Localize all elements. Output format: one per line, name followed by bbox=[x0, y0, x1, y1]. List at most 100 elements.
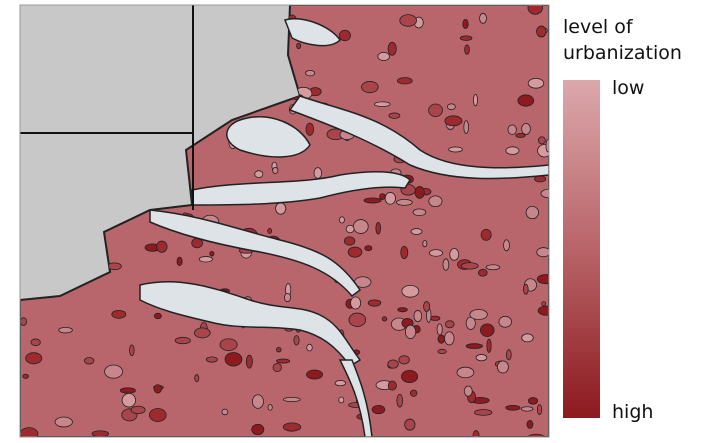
urban-patch bbox=[175, 337, 190, 343]
urban-patch bbox=[284, 293, 290, 301]
urban-patch bbox=[402, 285, 419, 297]
urban-patch bbox=[437, 324, 442, 335]
urban-patch bbox=[149, 409, 166, 422]
urban-patch bbox=[154, 385, 161, 393]
urban-patch bbox=[414, 310, 422, 321]
urban-patch bbox=[447, 104, 455, 110]
urban-patch bbox=[481, 229, 491, 240]
urban-patch bbox=[246, 355, 252, 368]
urban-patch bbox=[314, 168, 322, 179]
urban-patch bbox=[430, 316, 440, 320]
urban-patch bbox=[438, 335, 445, 343]
urban-patch bbox=[283, 397, 300, 401]
urban-patch bbox=[348, 247, 362, 257]
urban-patch bbox=[523, 284, 528, 294]
urban-patch bbox=[26, 353, 42, 364]
urban-patch bbox=[487, 339, 491, 352]
urban-patch bbox=[445, 332, 455, 345]
urban-patch bbox=[380, 194, 386, 200]
urban-patch bbox=[504, 240, 510, 251]
map-figure: level of urbanization low high bbox=[0, 0, 706, 439]
urban-patch bbox=[474, 409, 491, 415]
urban-patch bbox=[306, 123, 314, 135]
urban-patch bbox=[339, 217, 344, 223]
urban-patch bbox=[225, 353, 242, 367]
legend-low-label: low bbox=[612, 77, 644, 99]
urban-patch bbox=[255, 171, 263, 178]
urban-patch bbox=[443, 259, 449, 271]
urban-patch bbox=[195, 375, 199, 382]
urban-patch bbox=[499, 316, 512, 327]
urban-patch bbox=[361, 81, 378, 92]
urban-patch bbox=[220, 339, 237, 351]
urban-patch bbox=[105, 365, 123, 378]
urban-patch bbox=[449, 147, 463, 152]
urban-patch bbox=[429, 250, 442, 257]
urban-patch bbox=[84, 358, 94, 365]
urban-patch bbox=[222, 409, 228, 415]
urban-patch bbox=[497, 361, 508, 373]
urban-patch bbox=[374, 102, 390, 107]
urban-patch bbox=[461, 263, 478, 269]
urban-patch bbox=[194, 328, 210, 338]
urban-patch bbox=[465, 45, 470, 54]
urban-patch bbox=[344, 237, 355, 245]
urban-patch bbox=[210, 251, 214, 256]
urban-patch bbox=[537, 26, 547, 37]
urban-patch bbox=[400, 15, 417, 27]
urban-patch bbox=[297, 43, 301, 49]
urban-patch bbox=[55, 417, 72, 427]
urban-patch bbox=[339, 30, 350, 41]
urban-patch bbox=[423, 240, 427, 246]
urban-patch bbox=[457, 367, 474, 378]
urban-patch bbox=[480, 13, 487, 23]
urban-patch bbox=[131, 406, 145, 414]
urban-patch bbox=[537, 405, 541, 415]
urban-patch bbox=[506, 405, 520, 410]
legend-title: level of bbox=[563, 16, 634, 38]
legend-high-label: high bbox=[612, 401, 653, 423]
urban-patch bbox=[508, 125, 516, 135]
urban-patch bbox=[365, 246, 372, 251]
urban-patch bbox=[120, 388, 135, 393]
urban-patch bbox=[538, 306, 553, 315]
urban-patch bbox=[378, 52, 390, 60]
urban-patch bbox=[464, 121, 469, 134]
urban-patch bbox=[528, 1, 543, 15]
urban-patch bbox=[476, 354, 487, 360]
urban-patch bbox=[388, 360, 399, 368]
urban-patch bbox=[528, 397, 537, 404]
urban-patch bbox=[273, 167, 278, 173]
urban-patch bbox=[364, 198, 381, 203]
urban-patch bbox=[353, 220, 368, 234]
urban-patch bbox=[464, 386, 472, 396]
urban-patch bbox=[541, 189, 556, 198]
urban-patch bbox=[112, 310, 126, 318]
urban-patch bbox=[486, 265, 500, 270]
urban-patch bbox=[438, 349, 447, 353]
urban-patch bbox=[527, 420, 533, 428]
urban-patch bbox=[411, 229, 422, 235]
urban-patch bbox=[268, 228, 272, 233]
urban-patch bbox=[538, 137, 545, 144]
urban-patch bbox=[429, 196, 442, 207]
urban-patch bbox=[388, 381, 396, 390]
urban-patch bbox=[473, 431, 479, 439]
urban-patch bbox=[397, 199, 413, 205]
urban-patch bbox=[31, 339, 40, 346]
urban-patch bbox=[473, 94, 477, 105]
urban-patch bbox=[385, 192, 395, 204]
urban-patch bbox=[276, 347, 281, 352]
urban-patch bbox=[199, 256, 212, 262]
urban-patch bbox=[413, 209, 426, 216]
urban-patch bbox=[276, 203, 286, 214]
urban-patch bbox=[399, 356, 410, 364]
urban-patch bbox=[398, 308, 408, 312]
urban-patch bbox=[388, 42, 396, 55]
urban-patch bbox=[382, 317, 387, 321]
urban-patch bbox=[397, 78, 412, 85]
page: level of urbanization low high (() => { … bbox=[0, 0, 706, 439]
urban-patch bbox=[424, 301, 430, 311]
urban-patch bbox=[470, 310, 487, 320]
urban-patch bbox=[542, 302, 546, 306]
